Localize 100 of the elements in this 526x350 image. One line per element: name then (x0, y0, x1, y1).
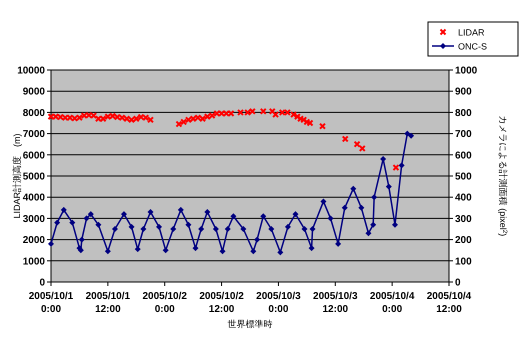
point (386, 184, 392, 190)
y-tick-label: 2000 (22, 235, 46, 246)
point (120, 211, 127, 218)
point (170, 226, 176, 232)
point (148, 209, 154, 216)
y2-tick-label: 200 (455, 235, 472, 246)
point (88, 211, 94, 218)
point (198, 226, 204, 232)
x-tick-label: 2005/10/2 0:00 (142, 291, 188, 315)
point (260, 213, 266, 220)
point (301, 226, 308, 232)
y-tick-label: 6000 (22, 150, 46, 162)
point (320, 198, 326, 204)
x-tick-label: 2005/10/1 12:00 (86, 291, 131, 315)
point (284, 108, 291, 116)
point (178, 206, 184, 213)
point (76, 114, 83, 122)
point (290, 111, 298, 118)
point (204, 113, 211, 120)
point (250, 248, 256, 254)
y-tick-label: 8000 (22, 108, 46, 119)
y-tick-label: 5000 (22, 172, 46, 182)
y2-tick-label: 500 (455, 172, 472, 182)
point (318, 122, 326, 130)
point (278, 108, 286, 116)
x-tick-label: 2005/10/4 12:00 (426, 291, 472, 315)
point (260, 108, 267, 115)
point (370, 222, 376, 228)
point (213, 110, 220, 117)
point (342, 135, 349, 142)
y-tick-label: 9000 (22, 86, 46, 98)
point (123, 115, 130, 122)
x-tick-label: 2005/10/2 12:00 (199, 291, 244, 315)
point (224, 226, 231, 232)
point (147, 116, 154, 124)
point (328, 215, 334, 222)
point (140, 226, 146, 232)
x-tick-label: 2005/10/1 0:00 (28, 291, 74, 315)
point (277, 249, 284, 256)
point (112, 226, 118, 232)
point (118, 114, 126, 122)
x-tick-label: 2005/10/3 0:00 (256, 291, 302, 315)
point (138, 114, 145, 121)
point (52, 113, 60, 120)
point (292, 211, 298, 218)
point (104, 248, 111, 254)
point (248, 108, 256, 115)
point (354, 140, 361, 148)
point (204, 209, 210, 216)
point (69, 220, 76, 226)
point (94, 115, 102, 122)
point (80, 112, 88, 120)
x-tick-label: 2005/10/4 0:00 (370, 291, 415, 315)
point (190, 115, 197, 122)
legend-label: ONC-S (458, 42, 487, 52)
y-tick-label: 1000 (22, 256, 46, 268)
point (192, 245, 199, 252)
point (95, 222, 102, 228)
y-tick-label: 10000 (17, 66, 46, 76)
point (175, 120, 182, 128)
y-axis-title: LIDAR計測高度 (m) (12, 134, 22, 218)
x-tick-label: 2005/10/3 12:00 (313, 291, 358, 315)
x-axis-title: 世界標準時 (228, 319, 272, 329)
y2-tick-label: 100 (455, 256, 472, 268)
point (358, 204, 364, 211)
point (228, 110, 235, 117)
point (268, 108, 276, 115)
legend-label: LIDAR (458, 28, 486, 38)
point (180, 118, 188, 126)
point (365, 230, 372, 236)
point (310, 226, 316, 232)
y2-tick-label: 900 (455, 86, 472, 98)
point (128, 116, 136, 124)
point (254, 236, 260, 243)
point (184, 116, 192, 124)
point (84, 215, 90, 222)
y-tick-label: 0 (39, 278, 46, 288)
point (294, 113, 301, 120)
y-tick-label: 4000 (22, 192, 46, 204)
point (60, 206, 67, 213)
point (244, 108, 252, 116)
y-tick-label: 3000 (22, 214, 46, 225)
point (109, 112, 116, 120)
point (208, 112, 216, 120)
y2-tick-label: 700 (455, 129, 472, 140)
point (134, 246, 141, 252)
point (212, 226, 219, 232)
y2-tick-label: 600 (455, 150, 472, 162)
point (284, 224, 291, 230)
point (156, 224, 162, 230)
point (303, 118, 310, 126)
point (78, 236, 85, 243)
y2-tick-label: 1000 (455, 66, 478, 76)
point (297, 115, 304, 122)
point (306, 120, 314, 126)
point (142, 114, 150, 122)
point (300, 116, 308, 124)
point (114, 114, 121, 121)
point (371, 194, 378, 200)
point (85, 112, 92, 119)
